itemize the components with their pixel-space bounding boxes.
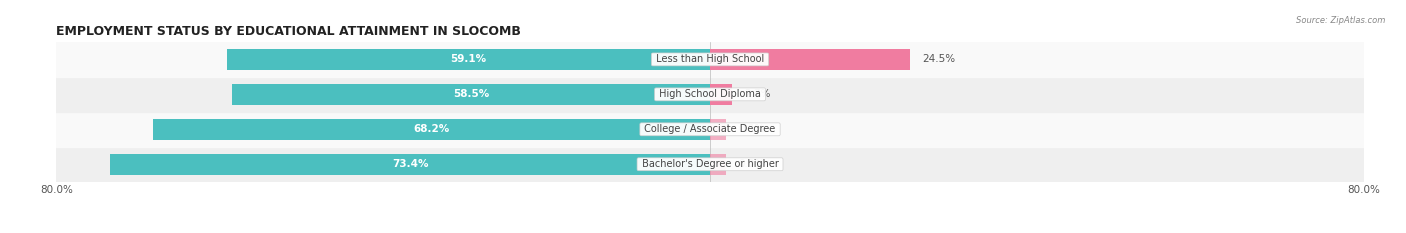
Bar [226, 49, 710, 70]
Text: Bachelor's Degree or higher: Bachelor's Degree or higher [638, 159, 782, 169]
Bar [56, 77, 1364, 112]
Text: High School Diploma: High School Diploma [657, 89, 763, 99]
Text: College / Associate Degree: College / Associate Degree [641, 124, 779, 134]
Text: EMPLOYMENT STATUS BY EDUCATIONAL ATTAINMENT IN SLOCOMB: EMPLOYMENT STATUS BY EDUCATIONAL ATTAINM… [56, 25, 522, 38]
Bar [710, 119, 727, 140]
Bar [710, 154, 727, 175]
Bar [153, 119, 710, 140]
Text: 0.0%: 0.0% [738, 159, 765, 169]
Text: 59.1%: 59.1% [450, 55, 486, 64]
Bar [710, 49, 910, 70]
Text: 68.2%: 68.2% [413, 124, 450, 134]
Text: 2.7%: 2.7% [744, 89, 770, 99]
Bar [56, 112, 1364, 147]
Bar [710, 84, 733, 105]
Text: 58.5%: 58.5% [453, 89, 489, 99]
Bar [56, 147, 1364, 182]
Text: Source: ZipAtlas.com: Source: ZipAtlas.com [1295, 16, 1385, 25]
Bar [56, 42, 1364, 77]
Text: 0.0%: 0.0% [738, 124, 765, 134]
Bar [232, 84, 710, 105]
Text: 24.5%: 24.5% [922, 55, 956, 64]
Bar [110, 154, 710, 175]
Text: 73.4%: 73.4% [392, 159, 429, 169]
Text: Less than High School: Less than High School [652, 55, 768, 64]
